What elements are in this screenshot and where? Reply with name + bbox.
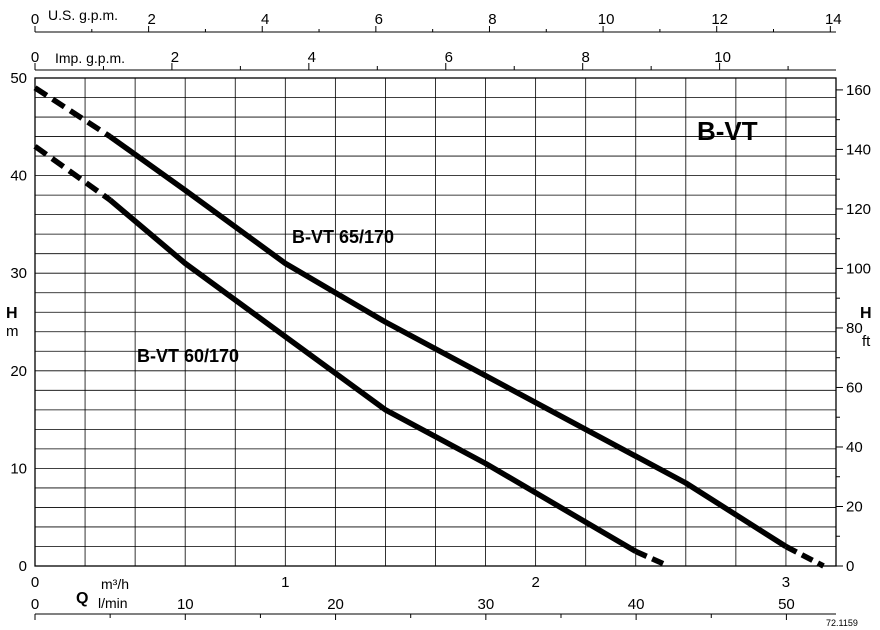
impgpm-axis-label: Imp. g.p.m. xyxy=(55,50,125,66)
usgpm-tick-label: 0 xyxy=(31,11,39,28)
usgpm-tick-label: 14 xyxy=(825,11,842,28)
series-label-60-170: B-VT 60/170 xyxy=(137,346,239,366)
y-right-tick-label: 20 xyxy=(846,498,863,515)
series-line-start-dashed xyxy=(33,85,112,139)
m3h-tick-label: 3 xyxy=(782,574,790,591)
y-right-axis-symbol: H xyxy=(860,305,872,322)
m3h-tick-label: 1 xyxy=(281,574,289,591)
plot-frame xyxy=(34,77,837,567)
y-left-tick-label: 10 xyxy=(10,460,27,477)
y-right-tick-label: 60 xyxy=(846,379,863,396)
chart-title: B-VT xyxy=(697,116,758,146)
series-label-65-170: B-VT 65/170 xyxy=(292,227,394,247)
series-line-end-dashed xyxy=(784,544,825,569)
series-line-start-dashed xyxy=(33,144,112,203)
usgpm-tick-label: 12 xyxy=(711,11,728,28)
lmin-tick-label: 50 xyxy=(778,596,795,613)
y-right-tick-label: 100 xyxy=(846,260,871,277)
usgpm-tick-label: 6 xyxy=(375,11,383,28)
usgpm-tick-label: 8 xyxy=(488,11,496,28)
impgpm-tick-label: 8 xyxy=(582,49,590,66)
curves xyxy=(33,85,825,569)
figure-code: 72.1159 xyxy=(826,618,858,628)
y-right-axis-unit: ft xyxy=(862,333,871,350)
lmin-tick-label: 20 xyxy=(327,596,344,613)
m3h-tick-label: 2 xyxy=(531,574,539,591)
usgpm-axis-label: U.S. g.p.m. xyxy=(48,7,118,23)
grid xyxy=(35,78,836,566)
y-left-tick-label: 30 xyxy=(10,265,27,282)
y-right-tick-label: 140 xyxy=(846,141,871,158)
y-left-tick-label: 20 xyxy=(10,363,27,380)
y-left-tick-label: 0 xyxy=(19,558,27,575)
lmin-tick-label: 0 xyxy=(31,596,39,613)
usgpm-tick-label: 10 xyxy=(598,11,615,28)
m3h-axis-label: m³/h xyxy=(101,576,129,592)
lmin-axis-label: l/min xyxy=(98,595,128,611)
lmin-tick-label: 10 xyxy=(177,596,194,613)
impgpm-tick-label: 0 xyxy=(31,49,39,66)
series-line-end-dashed xyxy=(634,548,670,569)
y-left-axis-symbol: H xyxy=(6,305,18,322)
m3h-tick-label: 0 xyxy=(31,574,39,591)
lmin-tick-label: 30 xyxy=(478,596,495,613)
y-right-tick-label: 0 xyxy=(846,558,854,575)
impgpm-tick-label: 4 xyxy=(308,49,316,66)
lmin-tick-label: 40 xyxy=(628,596,645,613)
y-right-tick-label: 160 xyxy=(846,82,871,99)
y-right-tick-label: 120 xyxy=(846,201,871,218)
series-line-solid xyxy=(108,134,788,549)
y-left-axis-unit: m xyxy=(6,323,19,340)
usgpm-tick-label: 2 xyxy=(147,11,155,28)
series-line-solid xyxy=(108,197,638,554)
impgpm-tick-label: 6 xyxy=(445,49,453,66)
q-axis-symbol: Q xyxy=(76,590,88,607)
y-right-tick-label: 40 xyxy=(846,439,863,456)
y-left-tick-label: 40 xyxy=(10,168,27,185)
impgpm-tick-label: 2 xyxy=(171,49,179,66)
plot-border xyxy=(34,26,843,620)
impgpm-tick-label: 10 xyxy=(714,49,731,66)
usgpm-tick-label: 4 xyxy=(261,11,269,28)
y-left-tick-label: 50 xyxy=(10,70,27,87)
y-right-tick-label: 80 xyxy=(846,320,863,337)
